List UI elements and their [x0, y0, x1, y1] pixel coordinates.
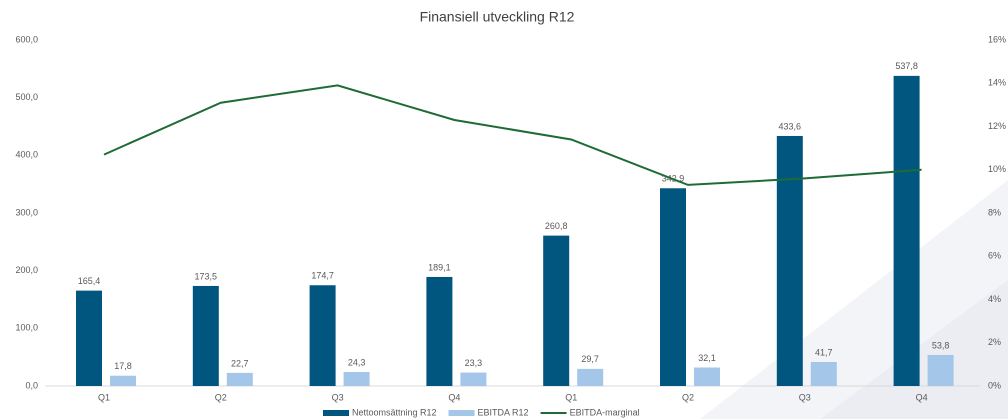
data-label: 174,7: [311, 271, 334, 281]
y2-tick-label: 6%: [988, 251, 1001, 261]
y2-tick-label: 2%: [988, 337, 1001, 347]
y-tick-label: 400,0: [15, 150, 38, 160]
bar: [76, 290, 102, 386]
y2-tick-label: 8%: [988, 207, 1001, 217]
bar: [577, 368, 604, 386]
y-tick-label: 300,0: [15, 207, 38, 217]
y-tick-label: 500,0: [15, 92, 38, 102]
chart-title: Finansiell utveckling R12: [420, 9, 575, 25]
data-label: 22,7: [231, 358, 249, 368]
x-tick-label: Q2: [682, 392, 694, 402]
legend-label: EBITDA-marginal: [570, 407, 640, 417]
bar: [776, 135, 803, 386]
bar: [426, 276, 453, 386]
data-label: 23,3: [465, 358, 483, 368]
data-label: 433,6: [779, 121, 802, 131]
x-tick-label: Q1: [565, 392, 577, 402]
y2-tick-label: 12%: [988, 121, 1006, 131]
data-label: 29,7: [581, 354, 599, 364]
bar: [893, 75, 920, 387]
x-tick-label: Q2: [215, 392, 227, 402]
bar: [660, 188, 686, 386]
x-tick-label: Q4: [448, 392, 460, 402]
data-label: 17,8: [114, 361, 132, 371]
data-label: 24,3: [348, 357, 366, 367]
legend-swatch: [448, 410, 475, 416]
legend-label: EBITDA R12: [478, 407, 529, 417]
y-tick-label: 200,0: [15, 265, 38, 275]
bar: [460, 372, 487, 386]
data-label: 53,8: [932, 340, 950, 350]
bar: [543, 235, 570, 386]
legend-swatch: [323, 410, 349, 416]
data-label: 165,4: [78, 276, 101, 286]
legend-label: Nettoomsättning R12: [352, 407, 437, 417]
data-label: 32,1: [698, 353, 716, 363]
y2-tick-label: 4%: [988, 294, 1001, 304]
bar: [343, 371, 370, 386]
bar: [810, 361, 837, 386]
data-label: 189,1: [428, 262, 451, 272]
data-label: 537,8: [895, 61, 918, 71]
y2-tick-label: 14%: [988, 78, 1006, 88]
bar: [226, 372, 253, 386]
x-tick-label: Q3: [332, 392, 344, 402]
x-tick-label: Q4: [916, 392, 928, 402]
y-tick-label: 600,0: [15, 34, 38, 44]
y2-tick-label: 0%: [988, 380, 1001, 390]
bar: [309, 285, 336, 386]
y2-tick-label: 16%: [988, 34, 1006, 44]
bar: [927, 354, 954, 386]
x-tick-label: Q1: [98, 392, 110, 402]
y-tick-label: 100,0: [15, 323, 38, 333]
bar: [110, 375, 136, 386]
y-tick-label: 0,0: [25, 380, 38, 390]
bar: [694, 367, 720, 386]
data-label: 173,5: [195, 271, 218, 281]
line: [103, 84, 922, 186]
x-tick-label: Q3: [799, 392, 811, 402]
bar: [192, 285, 219, 386]
y2-tick-label: 10%: [988, 164, 1006, 174]
data-label: 41,7: [815, 347, 833, 357]
data-label: 260,8: [545, 221, 568, 231]
